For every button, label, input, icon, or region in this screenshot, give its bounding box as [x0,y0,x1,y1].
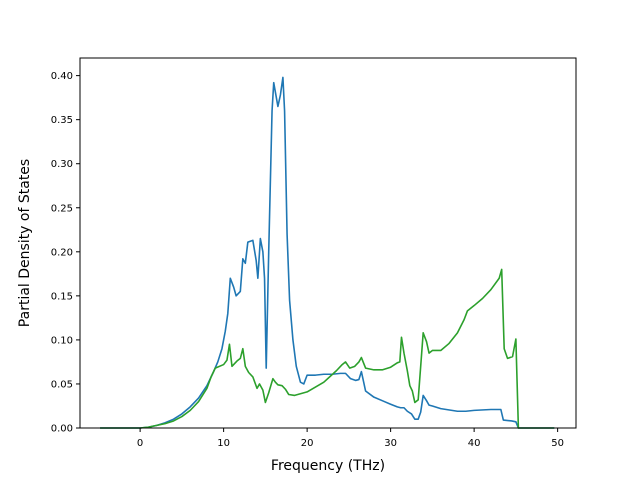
y-tick-label: 0.40 [51,71,73,82]
x-tick-label: 20 [301,438,314,449]
x-axis-label: Frequency (THz) [271,458,385,474]
x-tick-label: 10 [217,438,230,449]
series-line-1 [100,76,555,429]
x-tick-label: 0 [137,438,143,449]
x-tick-label: 30 [384,438,397,449]
y-tick-label: 0.25 [51,203,73,214]
plot-area-frame [79,57,577,429]
x-tick-label: 50 [551,438,564,449]
series-layer [100,76,555,429]
y-tick-label: 0.35 [51,115,73,126]
y-axis-label: Partial Density of States [17,159,33,327]
y-tick-label: 0.00 [51,424,73,435]
y-axis: 0.00 0.05 0.10 0.15 0.20 0.25 0.30 0.35 0.40 [51,71,80,435]
series-line-2 [100,268,555,429]
y-tick-label: 0.20 [51,247,73,258]
y-tick-label: 0.15 [51,291,73,302]
y-tick-label: 0.30 [51,159,73,170]
y-tick-label: 0.05 [51,379,73,390]
x-axis: 0 10 20 30 40 50 [137,428,564,449]
y-tick-label: 0.10 [51,335,73,346]
x-tick-label: 40 [468,438,481,449]
